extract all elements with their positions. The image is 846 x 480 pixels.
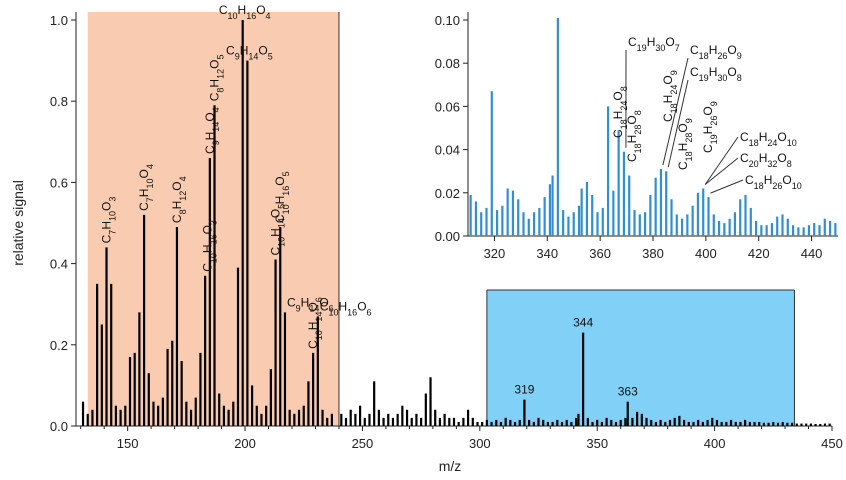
formula-label: C9H14O6 xyxy=(287,295,334,313)
x-tick-label: 250 xyxy=(352,436,374,451)
inset-formula-label: C18H26O9 xyxy=(690,43,742,61)
main-formula-labels: C7H10O3 C7H10O4 C8H12O4 C10H16O3 C9H14O4 C8H1… xyxy=(100,3,639,399)
y-axis-title: relative signal xyxy=(10,180,26,266)
inset-x-tick-label: 320 xyxy=(484,246,506,261)
inset-y-tick-label: 0.08 xyxy=(435,56,460,71)
main-axes: 0.0 0.2 0.4 0.6 0.8 1.0 150 200 250 300 350 400 450 xyxy=(50,12,843,451)
formula-label: C8H12O5 xyxy=(208,55,226,102)
inset-plot: 0.00 0.02 0.04 0.06 0.08 0.10 320 340 360 380 400 4… xyxy=(400,10,840,261)
highlight-region xyxy=(486,290,795,426)
inset-x-tick-label: 340 xyxy=(536,246,558,261)
inset-leader-line xyxy=(704,136,739,185)
peak-mass-label: 363 xyxy=(618,385,638,399)
x-tick-label: 450 xyxy=(821,436,843,451)
inset-formula-label: C19H26O9 xyxy=(701,101,719,153)
peak-mass-label: 319 xyxy=(514,383,534,397)
inset-formula-label: C18H24O9 xyxy=(661,70,679,122)
inset-leader-line xyxy=(704,157,739,185)
inset-formula-label: C20H32O8 xyxy=(740,151,792,169)
inset-formula-label: C18H24O8 xyxy=(611,86,629,138)
inset-leader-line xyxy=(667,79,689,168)
inset-peak-bars xyxy=(469,17,837,236)
inset-leader-line xyxy=(662,57,689,166)
highlight-region xyxy=(87,12,339,426)
formula-label: C10H14O5 xyxy=(269,204,287,256)
y-tick-label: 0.8 xyxy=(50,94,68,109)
inset-formula-label: C19H30O7 xyxy=(628,35,680,53)
y-tick-label: 0.4 xyxy=(50,257,68,272)
y-tick-label: 0.2 xyxy=(50,338,68,353)
inset-x-tick-label: 420 xyxy=(748,246,770,261)
inset-formula-label: C18H28O9 xyxy=(676,118,694,170)
inset-y-tick-label: 0.00 xyxy=(435,229,460,244)
formula-label: C10H16O3 xyxy=(200,220,218,272)
inset-background xyxy=(400,10,840,258)
x-tick-label: 200 xyxy=(234,436,256,451)
formula-label: C10H14O6 xyxy=(306,297,324,349)
x-tick-label: 150 xyxy=(117,436,139,451)
formula-label: C7H10O4 xyxy=(137,164,155,211)
formula-label: C8H12O4 xyxy=(170,176,188,223)
formula-label: C9H14O4 xyxy=(203,107,221,154)
inset-formula-label: C18H28O8 xyxy=(625,110,643,162)
x-tick-label: 300 xyxy=(469,436,491,451)
y-tick-label: 0.6 xyxy=(50,175,68,190)
formula-label: C9H14O5 xyxy=(226,44,273,62)
x-tick-label: 400 xyxy=(704,436,726,451)
inset-formula-label: C19H30O8 xyxy=(690,65,742,83)
inset-formula-label: C18H24O10 xyxy=(740,130,797,148)
inset-formula-label: C18H26O10 xyxy=(745,173,802,191)
formula-label: C7H10O3 xyxy=(100,197,118,244)
inset-x-tick-label: 440 xyxy=(801,246,823,261)
inset-y-tick-label: 0.06 xyxy=(435,99,460,114)
y-tick-label: 1.0 xyxy=(50,13,68,28)
inset-x-tick-label: 360 xyxy=(589,246,611,261)
inset-y-tick-label: 0.10 xyxy=(435,13,460,28)
x-tick-label: 350 xyxy=(586,436,608,451)
inset-x-tick-label: 400 xyxy=(695,246,717,261)
inset-y-tick-label: 0.04 xyxy=(435,143,460,158)
formula-label: C10H16O6 xyxy=(320,299,372,317)
inset-leader-line xyxy=(710,179,744,194)
formula-label: C10H16O4 xyxy=(219,3,271,21)
inset-x-tick-label: 380 xyxy=(642,246,664,261)
formula-label: C10H16O5 xyxy=(273,171,291,223)
x-axis-title: m/z xyxy=(439,458,462,474)
y-tick-label: 0.0 xyxy=(50,419,68,434)
main-peak-bars xyxy=(81,20,831,426)
peak-mass-label: 344 xyxy=(573,316,593,330)
inset-y-tick-label: 0.02 xyxy=(435,186,460,201)
